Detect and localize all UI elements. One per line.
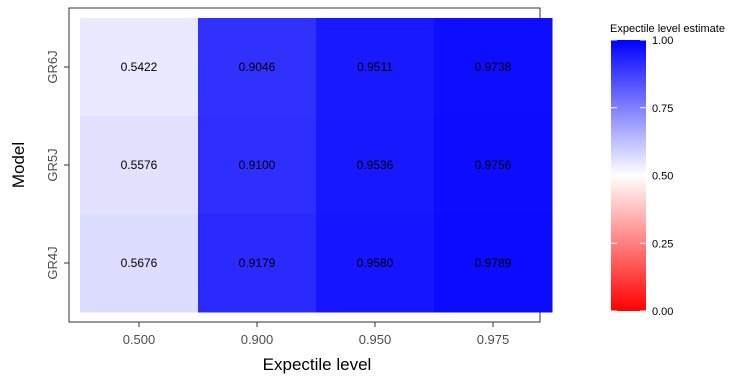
heatmap-cell	[198, 18, 317, 117]
heatmap-cell	[434, 214, 553, 313]
heatmap-cell	[316, 214, 435, 313]
heatmap-cell	[198, 214, 317, 313]
x-tick-label: 0.950	[359, 332, 392, 347]
heatmap-cell	[80, 214, 199, 313]
x-axis: 0.500 0.900 0.950 0.975	[123, 322, 510, 347]
legend-tick-label: 0.25	[652, 238, 673, 250]
legend-tick-label: 0.75	[652, 103, 673, 115]
legend-tick-label: 1.00	[652, 35, 673, 47]
cell-value-label: 0.9046	[239, 60, 276, 74]
legend-tick-label: 0.50	[652, 171, 673, 183]
heatmap-cell	[316, 18, 435, 117]
y-axis-title: Model	[9, 142, 28, 188]
y-tick-label: GR4J	[45, 246, 60, 279]
y-axis: GR6J GR5J GR4J	[45, 50, 69, 280]
heatmap-cell-labels: 0.5422 0.9046 0.9511 0.9738 0.5576 0.9100 0.95…	[121, 60, 512, 270]
legend-tick-label: 0.00	[652, 306, 673, 318]
heatmap-cell	[198, 116, 317, 215]
x-tick-label: 0.500	[123, 332, 156, 347]
cell-value-label: 0.9179	[239, 256, 276, 270]
cell-value-label: 0.9100	[239, 158, 276, 172]
cell-value-label: 0.9789	[475, 256, 512, 270]
cell-value-label: 0.9738	[475, 60, 512, 74]
heatmap-cell	[80, 116, 199, 215]
legend-ticks: 1.00 0.75 0.50 0.25 0.00	[611, 35, 673, 318]
cell-value-label: 0.5576	[121, 158, 158, 172]
cell-value-label: 0.5676	[121, 256, 158, 270]
cell-value-label: 0.5422	[121, 60, 158, 74]
heatmap-cell	[316, 116, 435, 215]
x-tick-label: 0.900	[241, 332, 274, 347]
heatmap-cell	[80, 18, 199, 117]
cell-value-label: 0.9511	[357, 60, 393, 74]
x-axis-title: Expectile level	[263, 355, 372, 374]
legend-title: Expectile level estimate	[610, 23, 725, 35]
heatmap-cells	[80, 18, 553, 313]
heatmap-cell	[434, 18, 553, 117]
y-tick-label: GR6J	[45, 50, 60, 83]
heatmap-cell	[434, 116, 553, 215]
y-tick-label: GR5J	[45, 148, 60, 181]
x-tick-label: 0.975	[477, 332, 510, 347]
cell-value-label: 0.9580	[357, 256, 394, 270]
cell-value-label: 0.9756	[475, 158, 512, 172]
cell-value-label: 0.9536	[357, 158, 394, 172]
